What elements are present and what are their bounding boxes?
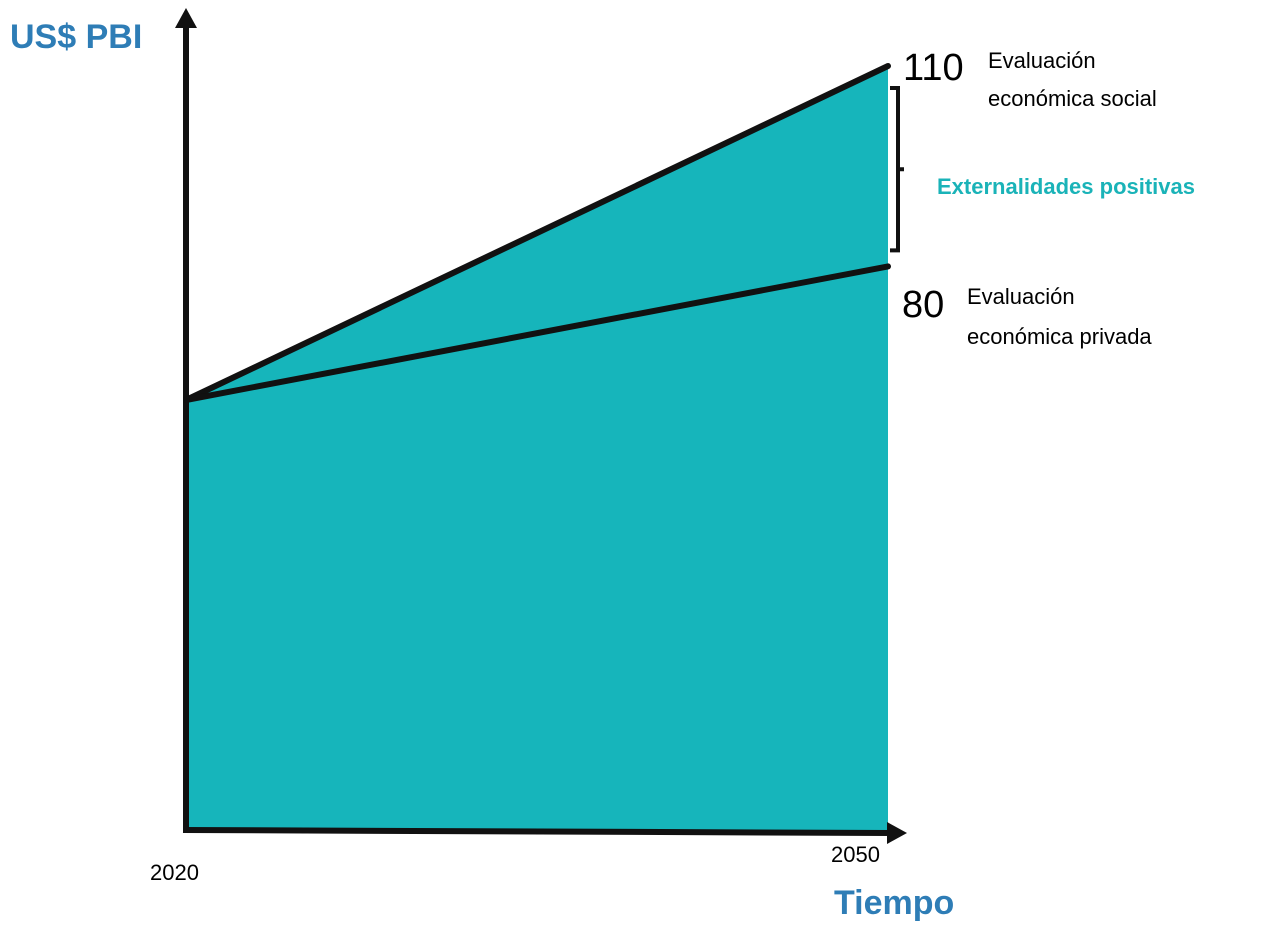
private-end-value: 80 xyxy=(902,284,944,326)
y-axis-arrow xyxy=(175,8,197,28)
x-axis-title: Tiempo xyxy=(834,884,954,922)
area-layer xyxy=(186,66,888,830)
private-label-line1: Evaluación xyxy=(967,284,1075,309)
series-line-private xyxy=(183,263,891,403)
axes xyxy=(175,8,907,844)
social-end-value: 110 xyxy=(903,47,964,89)
private-label-line2: económica privada xyxy=(967,324,1152,349)
annotation-label: Externalidades positivas xyxy=(937,174,1195,199)
x-axis-arrow xyxy=(887,822,907,844)
y-axis-title: US$ PBI xyxy=(10,18,142,56)
social-label-line2: económica social xyxy=(988,86,1157,111)
externality-bracket xyxy=(890,86,904,253)
area-fill xyxy=(186,66,888,830)
x-axis-line xyxy=(182,827,891,836)
bracket xyxy=(890,86,904,253)
x-tick-label-end: 2050 xyxy=(831,842,880,867)
social-label-line1: Evaluación xyxy=(988,48,1096,73)
series-lines xyxy=(183,63,891,403)
series-line-social xyxy=(183,63,891,403)
x-tick-label-start: 2020 xyxy=(150,860,199,885)
